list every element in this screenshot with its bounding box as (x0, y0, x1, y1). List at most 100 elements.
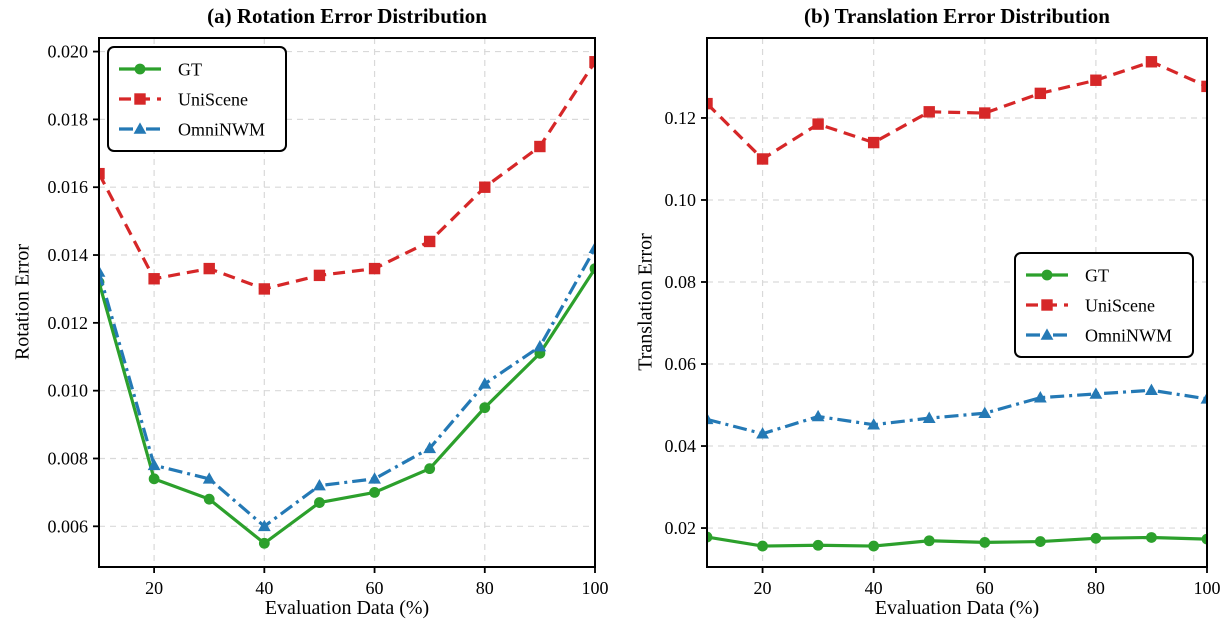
data-point (1145, 56, 1158, 68)
legend-label: UniScene (1085, 296, 1155, 316)
x-tick-label: 60 (976, 578, 994, 598)
y-axis-label-rotation: Rotation Error (11, 243, 34, 361)
data-point (922, 411, 936, 423)
legend-label: OmniNWM (1085, 326, 1172, 346)
data-point (811, 409, 825, 422)
y-tick-label: 0.08 (665, 272, 697, 292)
tick-labels: 20 40 60 80 100 0.006 0.008 0.010 0.012 0.014 0.01… (48, 42, 609, 598)
legend-box (1014, 252, 1194, 358)
y-tick-label: 0.06 (665, 354, 697, 374)
data-point (1090, 74, 1102, 86)
legend-swatch-marker (1041, 299, 1053, 311)
data-point (868, 540, 880, 552)
data-point (368, 472, 381, 484)
data-point (479, 402, 491, 414)
y-tick-label: 0.020 (48, 42, 89, 62)
data-point (812, 539, 824, 551)
data-point (867, 136, 880, 149)
data-point (588, 241, 595, 254)
series-gt (707, 531, 1207, 552)
legend-item-gt: GT (119, 60, 202, 80)
axes-frame (98, 37, 596, 568)
data-point (756, 153, 769, 165)
legend-item-omninwm: OmniNWM (1026, 326, 1172, 346)
data-point (812, 118, 824, 130)
data-point (148, 273, 160, 285)
legend-item-gt: GT (1026, 266, 1109, 286)
x-tick-label: 40 (865, 578, 883, 598)
translation-error-chart: 20 40 60 80 100 0.02 0.04 0.06 0.08 0.10 0.12 GT Uni… (665, 37, 1220, 598)
data-point (923, 106, 935, 118)
data-point (148, 473, 160, 485)
x-tick-label: 40 (255, 578, 273, 598)
data-point (99, 167, 105, 180)
data-point (479, 181, 491, 193)
data-point (423, 441, 437, 454)
data-point (423, 235, 436, 248)
legend-item-uniscene: UniScene (1026, 296, 1155, 316)
legend-box (107, 46, 287, 152)
legend-swatch-marker (134, 63, 146, 75)
data-point (1201, 533, 1207, 545)
chart-title-rotation: (a) Rotation Error Distribution (207, 4, 487, 28)
legend: GT UniScene OmniNWM (1014, 252, 1194, 358)
y-tick-label: 0.10 (665, 190, 697, 210)
series-omninwm (99, 241, 595, 532)
legend-label: GT (178, 60, 202, 80)
y-tick-label: 0.04 (665, 436, 697, 456)
data-point (707, 531, 713, 543)
axes-frame (706, 37, 1208, 568)
data-point (533, 339, 547, 352)
data-point (979, 536, 991, 548)
data-point (707, 97, 713, 110)
data-point (202, 472, 216, 484)
series-omninwm (707, 383, 1207, 439)
data-point (1146, 532, 1157, 543)
y-axis-label-translation: Translation Error (634, 233, 657, 371)
data-point (756, 427, 769, 439)
data-point (257, 519, 271, 532)
y-tick-label: 0.018 (48, 109, 89, 129)
data-point (147, 458, 161, 471)
data-point (867, 418, 881, 430)
data-point (589, 263, 595, 274)
y-tick-label: 0.12 (665, 108, 697, 128)
legend-item-uniscene: UniScene (119, 90, 248, 110)
legend-label: UniScene (178, 90, 248, 110)
y-tick-label: 0.008 (48, 448, 89, 468)
data-point (1089, 387, 1103, 399)
data-point (369, 486, 380, 498)
legend-item-omninwm: OmniNWM (119, 120, 265, 140)
data-point (258, 537, 270, 549)
x-tick-label: 80 (476, 578, 494, 598)
legend-swatch-marker (1040, 328, 1054, 340)
x-axis-label-translation: Evaluation Data (%) (874, 597, 1040, 619)
tick-labels: 20 40 60 80 100 0.02 0.04 0.06 0.08 0.10 0.12 (665, 108, 1220, 598)
series-line (99, 60, 595, 291)
data-point (314, 497, 325, 508)
y-tick-label: 0.014 (48, 245, 89, 265)
data-point (313, 479, 326, 491)
data-point (1090, 532, 1102, 544)
series-line (707, 60, 1207, 161)
data-point (757, 540, 768, 552)
y-tick-label: 0.012 (48, 313, 89, 333)
data-point (313, 269, 326, 282)
series-line (707, 535, 1207, 548)
legend: GT UniScene OmniNWM (107, 46, 287, 152)
data-point (923, 535, 935, 547)
x-tick-label: 20 (145, 578, 163, 598)
series-line (707, 388, 1207, 436)
data-point (1145, 383, 1158, 396)
tick-marks (701, 117, 1208, 573)
chart-title-translation: (b) Translation Error Distribution (804, 4, 1110, 28)
legend-swatch-marker (134, 93, 146, 105)
data-point (1034, 87, 1047, 100)
y-tick-label: 0.010 (48, 381, 89, 401)
data-point (203, 493, 215, 505)
data-point (1201, 80, 1207, 93)
data-point (368, 262, 381, 275)
series-gt (99, 263, 595, 549)
data-point (589, 56, 595, 68)
